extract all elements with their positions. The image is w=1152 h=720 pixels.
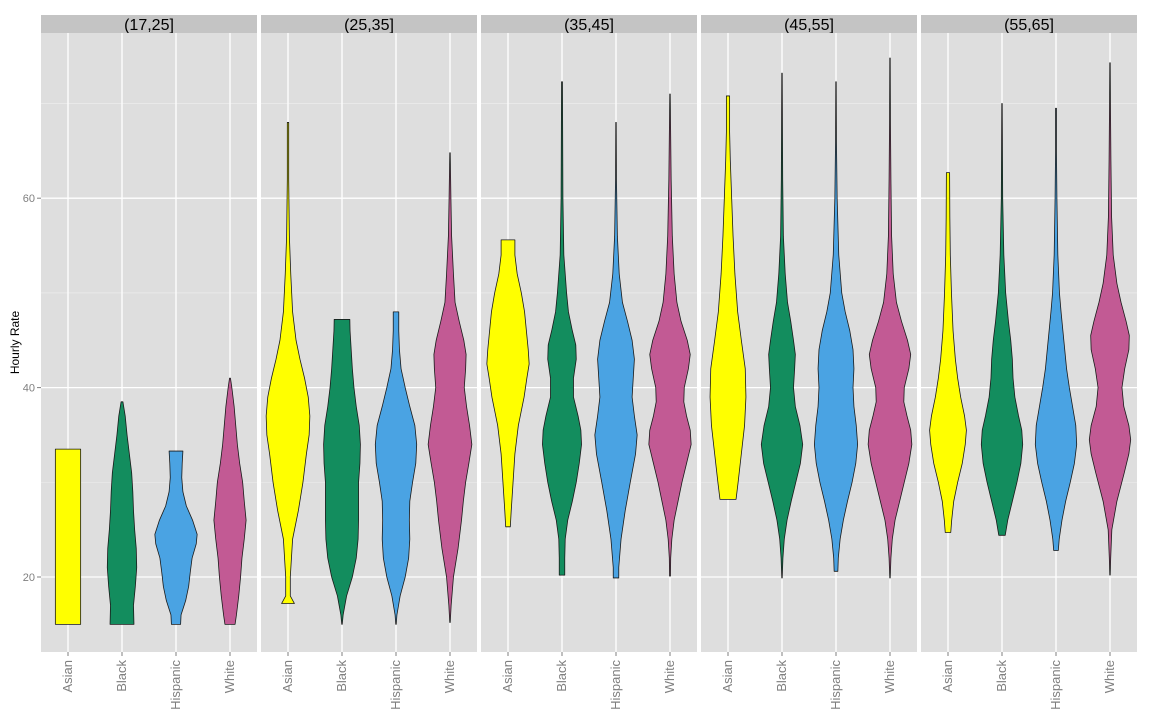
violin-asian <box>486 239 530 528</box>
violin-hispanic <box>374 311 418 625</box>
facet-strip-label: (25,35] <box>344 17 394 34</box>
x-tick-label: Asian <box>280 660 295 693</box>
y-axis-ticks: 20 40 60 <box>23 193 41 584</box>
facet-strip-label: (45,55] <box>784 17 834 34</box>
violin-black <box>323 319 361 625</box>
x-tick-label: Black <box>774 660 789 692</box>
facet-strip <box>481 15 697 33</box>
violin-white <box>213 377 247 625</box>
x-tick-label: Hispanic <box>1048 660 1063 710</box>
facet-panel: (35,45] Asian Black Hispanic White <box>481 15 697 710</box>
facet-strip-label: (35,45] <box>564 17 614 34</box>
facet-strip-label: (55,65] <box>1004 17 1054 34</box>
violin-asian <box>265 122 311 604</box>
y-tick-label: 40 <box>23 383 35 395</box>
x-tick-label: White <box>662 660 677 693</box>
y-axis-title: Hourly Rate <box>8 310 22 374</box>
facet-panel: (45,55] Asian Black Hispanic White <box>701 15 917 710</box>
y-tick-label: 60 <box>23 193 35 205</box>
x-tick-label: White <box>442 660 457 693</box>
facet-strip <box>41 15 257 33</box>
violin-asian <box>709 95 747 500</box>
x-tick-label: Black <box>114 660 129 692</box>
x-tick-label: White <box>1102 660 1117 693</box>
violin-black <box>106 401 138 625</box>
violin-hispanic <box>1034 107 1078 551</box>
x-tick-label: Black <box>994 660 1009 692</box>
facet-strip-label: (17,25] <box>124 17 174 34</box>
violin-black <box>542 81 582 576</box>
x-tick-label: White <box>222 660 237 693</box>
x-tick-label: Hispanic <box>168 660 183 710</box>
violin-white <box>1088 62 1132 576</box>
violin-hispanic <box>813 81 859 572</box>
facet-panel: (17,25] Asian Black Hispanic White <box>41 15 257 710</box>
x-tick-label: Asian <box>60 660 75 693</box>
violin-asian <box>54 448 82 625</box>
violin-white <box>648 93 692 577</box>
violin-black <box>760 72 804 579</box>
x-tick-label: Black <box>554 660 569 692</box>
violin-asian <box>929 172 967 533</box>
facet-panels: (17,25] Asian Black Hispanic White (25,35] Asi… <box>41 15 1137 710</box>
violin-black <box>980 103 1024 536</box>
y-tick-label: 20 <box>23 572 35 584</box>
violin-white <box>867 57 913 579</box>
x-tick-label: Black <box>334 660 349 692</box>
x-tick-label: Asian <box>500 660 515 693</box>
facet-strip <box>261 15 477 33</box>
violin-hispanic <box>594 122 638 579</box>
x-tick-label: Hispanic <box>828 660 843 710</box>
facet-panel: (25,35] Asian Black Hispanic White <box>261 15 477 710</box>
facet-panel: (55,65] Asian Black Hispanic White <box>921 15 1137 710</box>
x-tick-label: Hispanic <box>388 660 403 710</box>
violin-hispanic <box>154 450 198 625</box>
x-tick-label: Asian <box>720 660 735 693</box>
violin-white <box>427 152 473 623</box>
x-tick-label: Hispanic <box>608 660 623 710</box>
facet-strip <box>921 15 1137 33</box>
x-tick-label: Asian <box>940 660 955 693</box>
x-tick-label: White <box>882 660 897 693</box>
facet-strip <box>701 15 917 33</box>
